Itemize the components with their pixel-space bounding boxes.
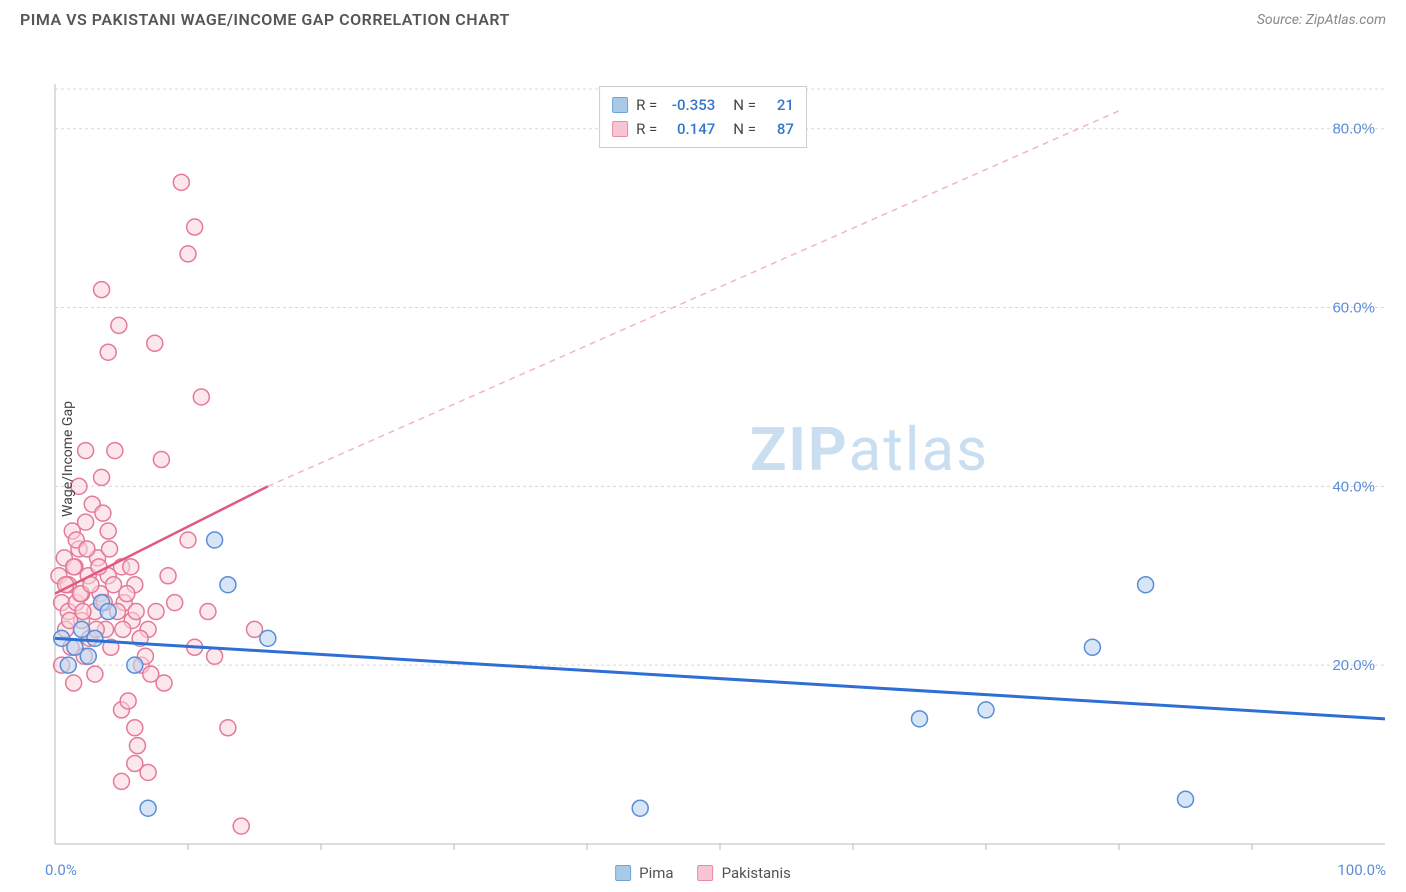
chart-container: Wage/Income Gap 20.0%40.0%60.0%80.0% ZIP…	[0, 34, 1406, 884]
legend-label: Pima	[639, 864, 673, 882]
svg-text:60.0%: 60.0%	[1332, 300, 1375, 317]
r-value: 0.147	[665, 117, 715, 141]
source-attribution: Source: ZipAtlas.com	[1257, 12, 1386, 28]
n-label: N =	[733, 117, 756, 141]
n-value: 21	[764, 93, 794, 117]
chart-title: PIMA VS PAKISTANI WAGE/INCOME GAP CORREL…	[20, 10, 510, 29]
stats-row: R = 0.147 N = 87	[612, 117, 794, 141]
swatch-icon	[612, 121, 628, 137]
svg-text:40.0%: 40.0%	[1332, 478, 1375, 495]
stats-legend-box: R = -0.353 N = 21 R = 0.147 N = 87	[599, 86, 807, 148]
n-label: N =	[733, 93, 756, 117]
swatch-icon	[615, 865, 631, 881]
r-value: -0.353	[665, 93, 715, 117]
swatch-icon	[612, 97, 628, 113]
svg-text:80.0%: 80.0%	[1332, 121, 1375, 138]
series-legend: Pima Pakistanis	[615, 864, 791, 882]
y-axis-label: Wage/Income Gap	[60, 401, 76, 517]
legend-label: Pakistanis	[722, 864, 791, 882]
svg-text:20.0%: 20.0%	[1332, 657, 1375, 674]
x-axis-min-label: 0.0%	[45, 861, 77, 879]
n-value: 87	[764, 117, 794, 141]
swatch-icon	[698, 865, 714, 881]
legend-item: Pima	[615, 864, 673, 882]
x-axis-max-label: 100.0%	[1337, 861, 1386, 879]
legend-item: Pakistanis	[698, 864, 791, 882]
scatter-chart: 20.0% 40.0% 60.0% 80.0%	[0, 34, 1406, 854]
r-label: R =	[636, 93, 657, 117]
r-label: R =	[636, 117, 657, 141]
stats-row: R = -0.353 N = 21	[612, 93, 794, 117]
